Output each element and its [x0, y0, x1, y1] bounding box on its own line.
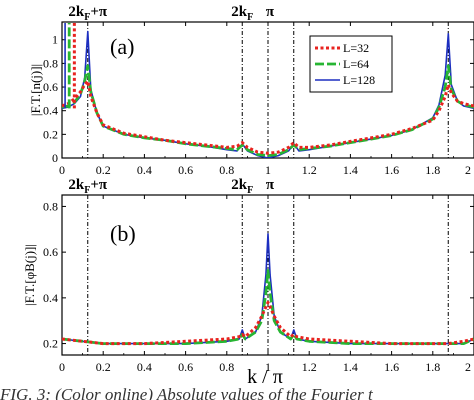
top-annotation-1: 2kF — [231, 4, 253, 23]
annotation-main: 2k — [68, 177, 85, 193]
x-tick-label-0: 0 — [59, 360, 65, 374]
y-tick-label-3: 0.6 — [43, 80, 58, 94]
y-tick-label-3: 0.8 — [43, 199, 58, 213]
top-annotation-1: 2kF — [231, 177, 253, 196]
x-tick-label-7: 1.4 — [343, 360, 358, 374]
x-tick-label-1: 0.2 — [96, 163, 111, 177]
annotation-suffix: +π — [90, 4, 108, 20]
annotation-sub: F — [247, 185, 253, 196]
annotation-sub: F — [84, 185, 90, 196]
y-tick-label-2: 0.6 — [43, 245, 58, 259]
legend-label-0: L=32 — [343, 41, 369, 55]
y-axis-label: |F.T.[φB(j)]| — [22, 244, 37, 306]
x-tick-label-2: 0.4 — [137, 360, 152, 374]
y-tick-label-0: 0 — [52, 151, 58, 165]
x-tick-label-9: 1.8 — [425, 360, 440, 374]
annotation-sub: F — [84, 12, 90, 23]
x-tick-label-3: 0.6 — [178, 360, 193, 374]
annotation-suffix: +π — [90, 177, 108, 193]
annotation-main: 2k — [68, 4, 85, 20]
x-axis-label: k / π — [247, 366, 283, 388]
y-tick-label-1: 0.2 — [43, 127, 58, 141]
panel-label: (a) — [110, 34, 134, 59]
annotation-main: 2k — [231, 177, 248, 193]
annotation-main: π — [266, 177, 275, 193]
series-line-L-64 — [62, 64, 474, 157]
y-axis-label: |F.T.[n(j)]| — [28, 64, 43, 116]
panel-label: (b) — [110, 221, 136, 246]
x-tick-label-5: 1 — [265, 163, 271, 177]
top-annotation-2: π — [266, 177, 275, 193]
series-line-L-32 — [62, 79, 474, 155]
x-tick-label-8: 1.6 — [384, 360, 399, 374]
legend-label-2: L=128 — [343, 73, 375, 87]
annotation-main: π — [266, 4, 275, 20]
x-tick-label-10: 2 — [465, 360, 471, 374]
y-tick-label-1: 0.4 — [43, 291, 58, 305]
x-tick-label-9: 1.8 — [425, 163, 440, 177]
annotation-main: 2k — [231, 4, 248, 20]
y-tick-label-2: 0.4 — [43, 104, 58, 118]
x-tick-label-3: 0.6 — [178, 163, 193, 177]
figure-caption: FIG. 3: (Color online) Absolute values o… — [0, 385, 374, 400]
panel-b: 0 0.2 0.4 0.6 0.8 1 1.2 1.4 1.6 1.8 20.20.40.60.8|… — [22, 177, 474, 374]
top-annotation-0: 2kF+π — [68, 4, 108, 23]
y-tick-label-0: 0.2 — [43, 337, 58, 351]
panel-a: 0 0.2 0.4 0.6 0.8 1 1.2 1.4 1.6 1.8 2 0 0.2 0.4 0.6 0.8… — [28, 4, 474, 177]
annotation-sub: F — [247, 12, 253, 23]
top-annotation-0: 2kF+π — [68, 177, 108, 196]
series-line-L-32 — [62, 300, 474, 346]
x-tick-label-0: 0 — [59, 163, 65, 177]
x-tick-label-1: 0.2 — [96, 360, 111, 374]
x-tick-label-6: 1.2 — [302, 163, 317, 177]
x-tick-label-10: 2 — [465, 163, 471, 177]
x-tick-label-4: 0.8 — [219, 360, 234, 374]
x-tick-label-5: 1 — [265, 360, 271, 374]
x-tick-label-2: 0.4 — [137, 163, 152, 177]
y-tick-label-4: 0.8 — [43, 56, 58, 70]
x-tick-label-4: 0.8 — [219, 163, 234, 177]
legend-label-1: L=64 — [343, 57, 369, 71]
x-tick-label-6: 1.2 — [302, 360, 317, 374]
top-annotation-2: π — [266, 4, 275, 20]
x-tick-label-8: 1.6 — [384, 163, 399, 177]
x-tick-label-7: 1.4 — [343, 163, 358, 177]
y-tick-label-5: 1 — [52, 33, 58, 47]
